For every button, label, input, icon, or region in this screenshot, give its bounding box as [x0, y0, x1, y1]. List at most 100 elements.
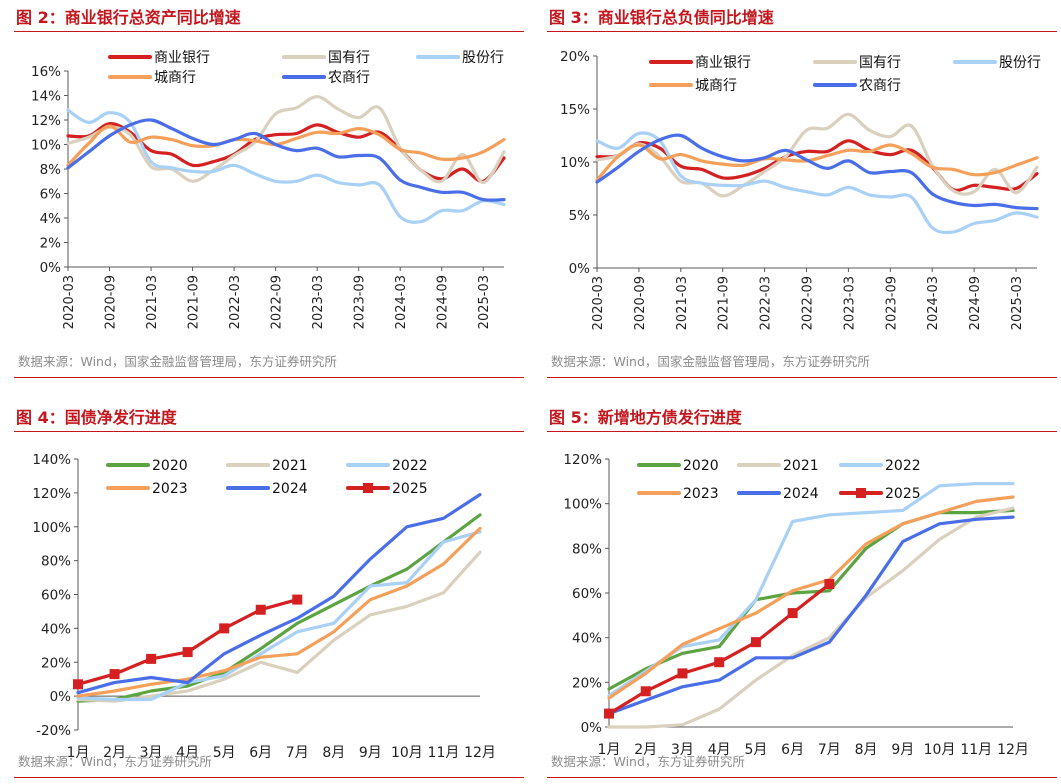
- x-tick-label: 2022-03: [228, 275, 243, 329]
- x-tick-label: 2月: [103, 745, 126, 761]
- chart-title: 图 3：商业银行总负债同比增速: [549, 8, 774, 27]
- y-tick-label: 8%: [40, 162, 62, 178]
- bottom-divider: [547, 777, 1057, 778]
- x-tick-label: 2023-03: [311, 275, 326, 329]
- legend-label: 城商行: [154, 70, 196, 86]
- data-point-marker: [604, 708, 614, 719]
- legend-label: 2020: [683, 458, 719, 474]
- x-tick-label: 2020-09: [104, 275, 119, 329]
- title-divider: [547, 431, 1057, 432]
- series-line: [595, 131, 1039, 235]
- series-line: [76, 493, 482, 695]
- data-point-marker: [219, 623, 230, 634]
- x-tick-label: 2023-09: [353, 275, 368, 329]
- x-tick-label: 12月: [997, 742, 1029, 758]
- source-note: 数据来源：Wind，东方证券研究所: [18, 754, 212, 769]
- series-line: [607, 495, 1015, 700]
- data-point-marker: [292, 594, 303, 605]
- source-note: 数据来源：Wind，东方证券研究所: [551, 754, 745, 769]
- y-tick-label: 16%: [31, 64, 61, 80]
- legend-label: 2023: [683, 486, 719, 502]
- x-tick-label: 4月: [176, 745, 199, 761]
- series-农商行: [595, 133, 1039, 211]
- legend: 2020 2021 2022 2023 2024 2025: [106, 458, 428, 497]
- bottom-divider: [547, 377, 1057, 378]
- data-point-marker: [787, 608, 798, 619]
- data-point-marker: [750, 637, 761, 648]
- x-tick-label: 2021-03: [145, 275, 160, 329]
- legend-marker: [363, 483, 373, 493]
- x-tick-label: 4月: [708, 742, 731, 758]
- data-point-marker: [640, 686, 651, 697]
- y-tick-label: 15%: [560, 102, 590, 118]
- series-line: [595, 143, 1039, 182]
- series-2020: [607, 508, 1015, 691]
- legend-label: 股份行: [462, 50, 504, 66]
- x-tick-label: 5月: [213, 745, 236, 761]
- data-point-marker: [714, 657, 725, 668]
- data-point-marker: [182, 647, 193, 658]
- data-point-marker: [146, 653, 157, 664]
- y-tick-label: 4%: [40, 211, 62, 227]
- y-tick-label: 0%: [50, 689, 72, 705]
- x-tick-label: 6月: [781, 742, 804, 758]
- series-line: [66, 118, 506, 202]
- legend: 2020 2021 2022 2023 2024 2025: [637, 458, 921, 502]
- legend-label: 2025: [392, 481, 428, 497]
- x-tick-label: 2023-09: [884, 276, 899, 330]
- y-tick-label: 20%: [41, 655, 71, 671]
- legend-label: 农商行: [328, 70, 370, 86]
- source-note: 数据来源：Wind，国家金融监督管理局，东方证券研究所: [551, 354, 870, 369]
- chart-panel-fig4: 图 4：国债净发行进度 -20% 0% 20% 40% 60% 80% 100% 120% 14…: [14, 404, 524, 784]
- legend-label: 2023: [152, 481, 188, 497]
- y-tick-label: 0%: [40, 260, 62, 276]
- y-tick-label: 60%: [572, 586, 602, 602]
- y-tick-label: 60%: [41, 588, 71, 604]
- series-2020: [76, 513, 482, 703]
- series-股份行: [595, 131, 1039, 235]
- y-tick-label: 80%: [572, 541, 602, 557]
- x-tick-label: 8月: [322, 745, 345, 761]
- y-tick-label: 40%: [41, 621, 71, 637]
- title-divider: [14, 431, 524, 432]
- y-tick-label: 120%: [32, 486, 71, 502]
- series-line: [607, 508, 1015, 691]
- series-商业银行: [66, 122, 506, 183]
- y-tick-label: 100%: [32, 520, 71, 536]
- x-tick-label: 2024-03: [394, 275, 409, 329]
- y-tick-label: 14%: [31, 89, 61, 105]
- legend-label: 股份行: [999, 55, 1041, 71]
- series-城商行: [595, 143, 1039, 182]
- data-point-marker: [73, 679, 83, 690]
- x-tick-label: 10月: [391, 745, 423, 761]
- x-tick-label: 2022-09: [801, 276, 816, 330]
- x-tick-label: 1月: [598, 742, 621, 758]
- line-chart-fig3: 0% 5% 10% 15% 20% 2020-03 2020-09 2021-03 2021-0…: [560, 49, 1041, 330]
- y-tick-label: 5%: [569, 208, 591, 224]
- data-point-marker: [824, 579, 835, 590]
- line-chart-fig4: -20% 0% 20% 40% 60% 80% 100% 120% 140% 1月 2月 3月 4月 5月…: [32, 452, 496, 761]
- legend-label: 2024: [783, 486, 819, 502]
- y-tick-label: 0%: [581, 720, 603, 736]
- series-line: [76, 550, 482, 703]
- x-tick-label: 11月: [960, 742, 992, 758]
- chart-panel-fig5: 图 5：新增地方债发行进度 0% 20% 40% 60% 80% 100% 120% 1月 2月…: [547, 404, 1057, 784]
- series-line: [595, 133, 1039, 211]
- bottom-divider: [14, 777, 524, 778]
- chart-title: 图 4：国债净发行进度: [16, 408, 177, 427]
- chart-panel-fig3: 图 3：商业银行总负债同比增速 0% 5% 10% 15% 20% 2020-03 2020…: [547, 4, 1057, 384]
- series-农商行: [66, 118, 506, 202]
- legend-label: 2021: [783, 458, 819, 474]
- x-tick-label: 2022-03: [759, 276, 774, 330]
- x-tick-label: 2月: [634, 742, 657, 758]
- data-point-marker: [255, 604, 266, 615]
- series-2021: [76, 550, 482, 703]
- source-note: 数据来源：Wind，国家金融监督管理局，东方证券研究所: [18, 354, 337, 369]
- x-tick-label: 1月: [67, 745, 90, 761]
- series-国有行: [595, 112, 1039, 198]
- y-tick-label: 20%: [560, 49, 590, 65]
- x-tick-label: 2025-03: [477, 275, 492, 329]
- chart-title: 图 5：新增地方债发行进度: [549, 408, 742, 427]
- legend-marker: [856, 488, 866, 498]
